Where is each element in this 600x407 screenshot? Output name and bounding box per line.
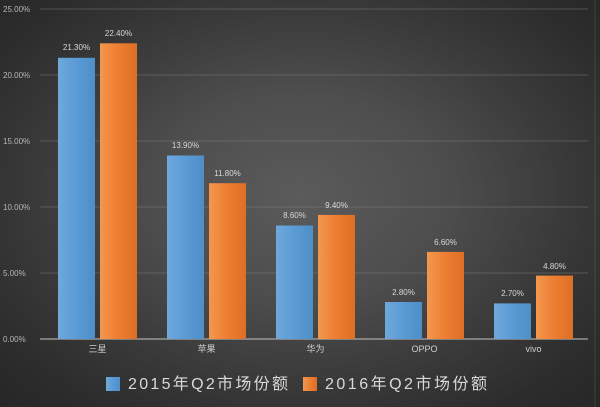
svg-text:0.00%: 0.00% bbox=[3, 335, 26, 344]
svg-text:21.30%: 21.30% bbox=[63, 43, 90, 52]
svg-text:11.80%: 11.80% bbox=[214, 169, 241, 178]
svg-text:25.00%: 25.00% bbox=[3, 5, 30, 14]
svg-text:20.00%: 20.00% bbox=[3, 71, 30, 80]
svg-text:2.80%: 2.80% bbox=[392, 288, 415, 297]
svg-text:华为: 华为 bbox=[306, 343, 324, 354]
svg-text:5.00%: 5.00% bbox=[3, 269, 26, 278]
svg-text:2.70%: 2.70% bbox=[501, 289, 524, 298]
svg-text:苹果: 苹果 bbox=[197, 343, 215, 354]
svg-text:9.40%: 9.40% bbox=[325, 201, 348, 210]
svg-text:22.40%: 22.40% bbox=[105, 29, 132, 38]
svg-text:2015年Q2市场份额: 2015年Q2市场份额 bbox=[128, 375, 290, 393]
svg-text:4.80%: 4.80% bbox=[543, 262, 566, 271]
svg-text:OPPO: OPPO bbox=[411, 344, 437, 354]
svg-text:8.60%: 8.60% bbox=[283, 211, 306, 220]
svg-text:10.00%: 10.00% bbox=[3, 203, 30, 212]
svg-text:15.00%: 15.00% bbox=[3, 137, 30, 146]
svg-text:13.90%: 13.90% bbox=[172, 141, 199, 150]
svg-text:三星: 三星 bbox=[88, 344, 106, 354]
svg-text:2016年Q2市场份额: 2016年Q2市场份额 bbox=[325, 375, 489, 393]
svg-text:vivo: vivo bbox=[525, 344, 541, 354]
svg-text:6.60%: 6.60% bbox=[434, 238, 457, 247]
